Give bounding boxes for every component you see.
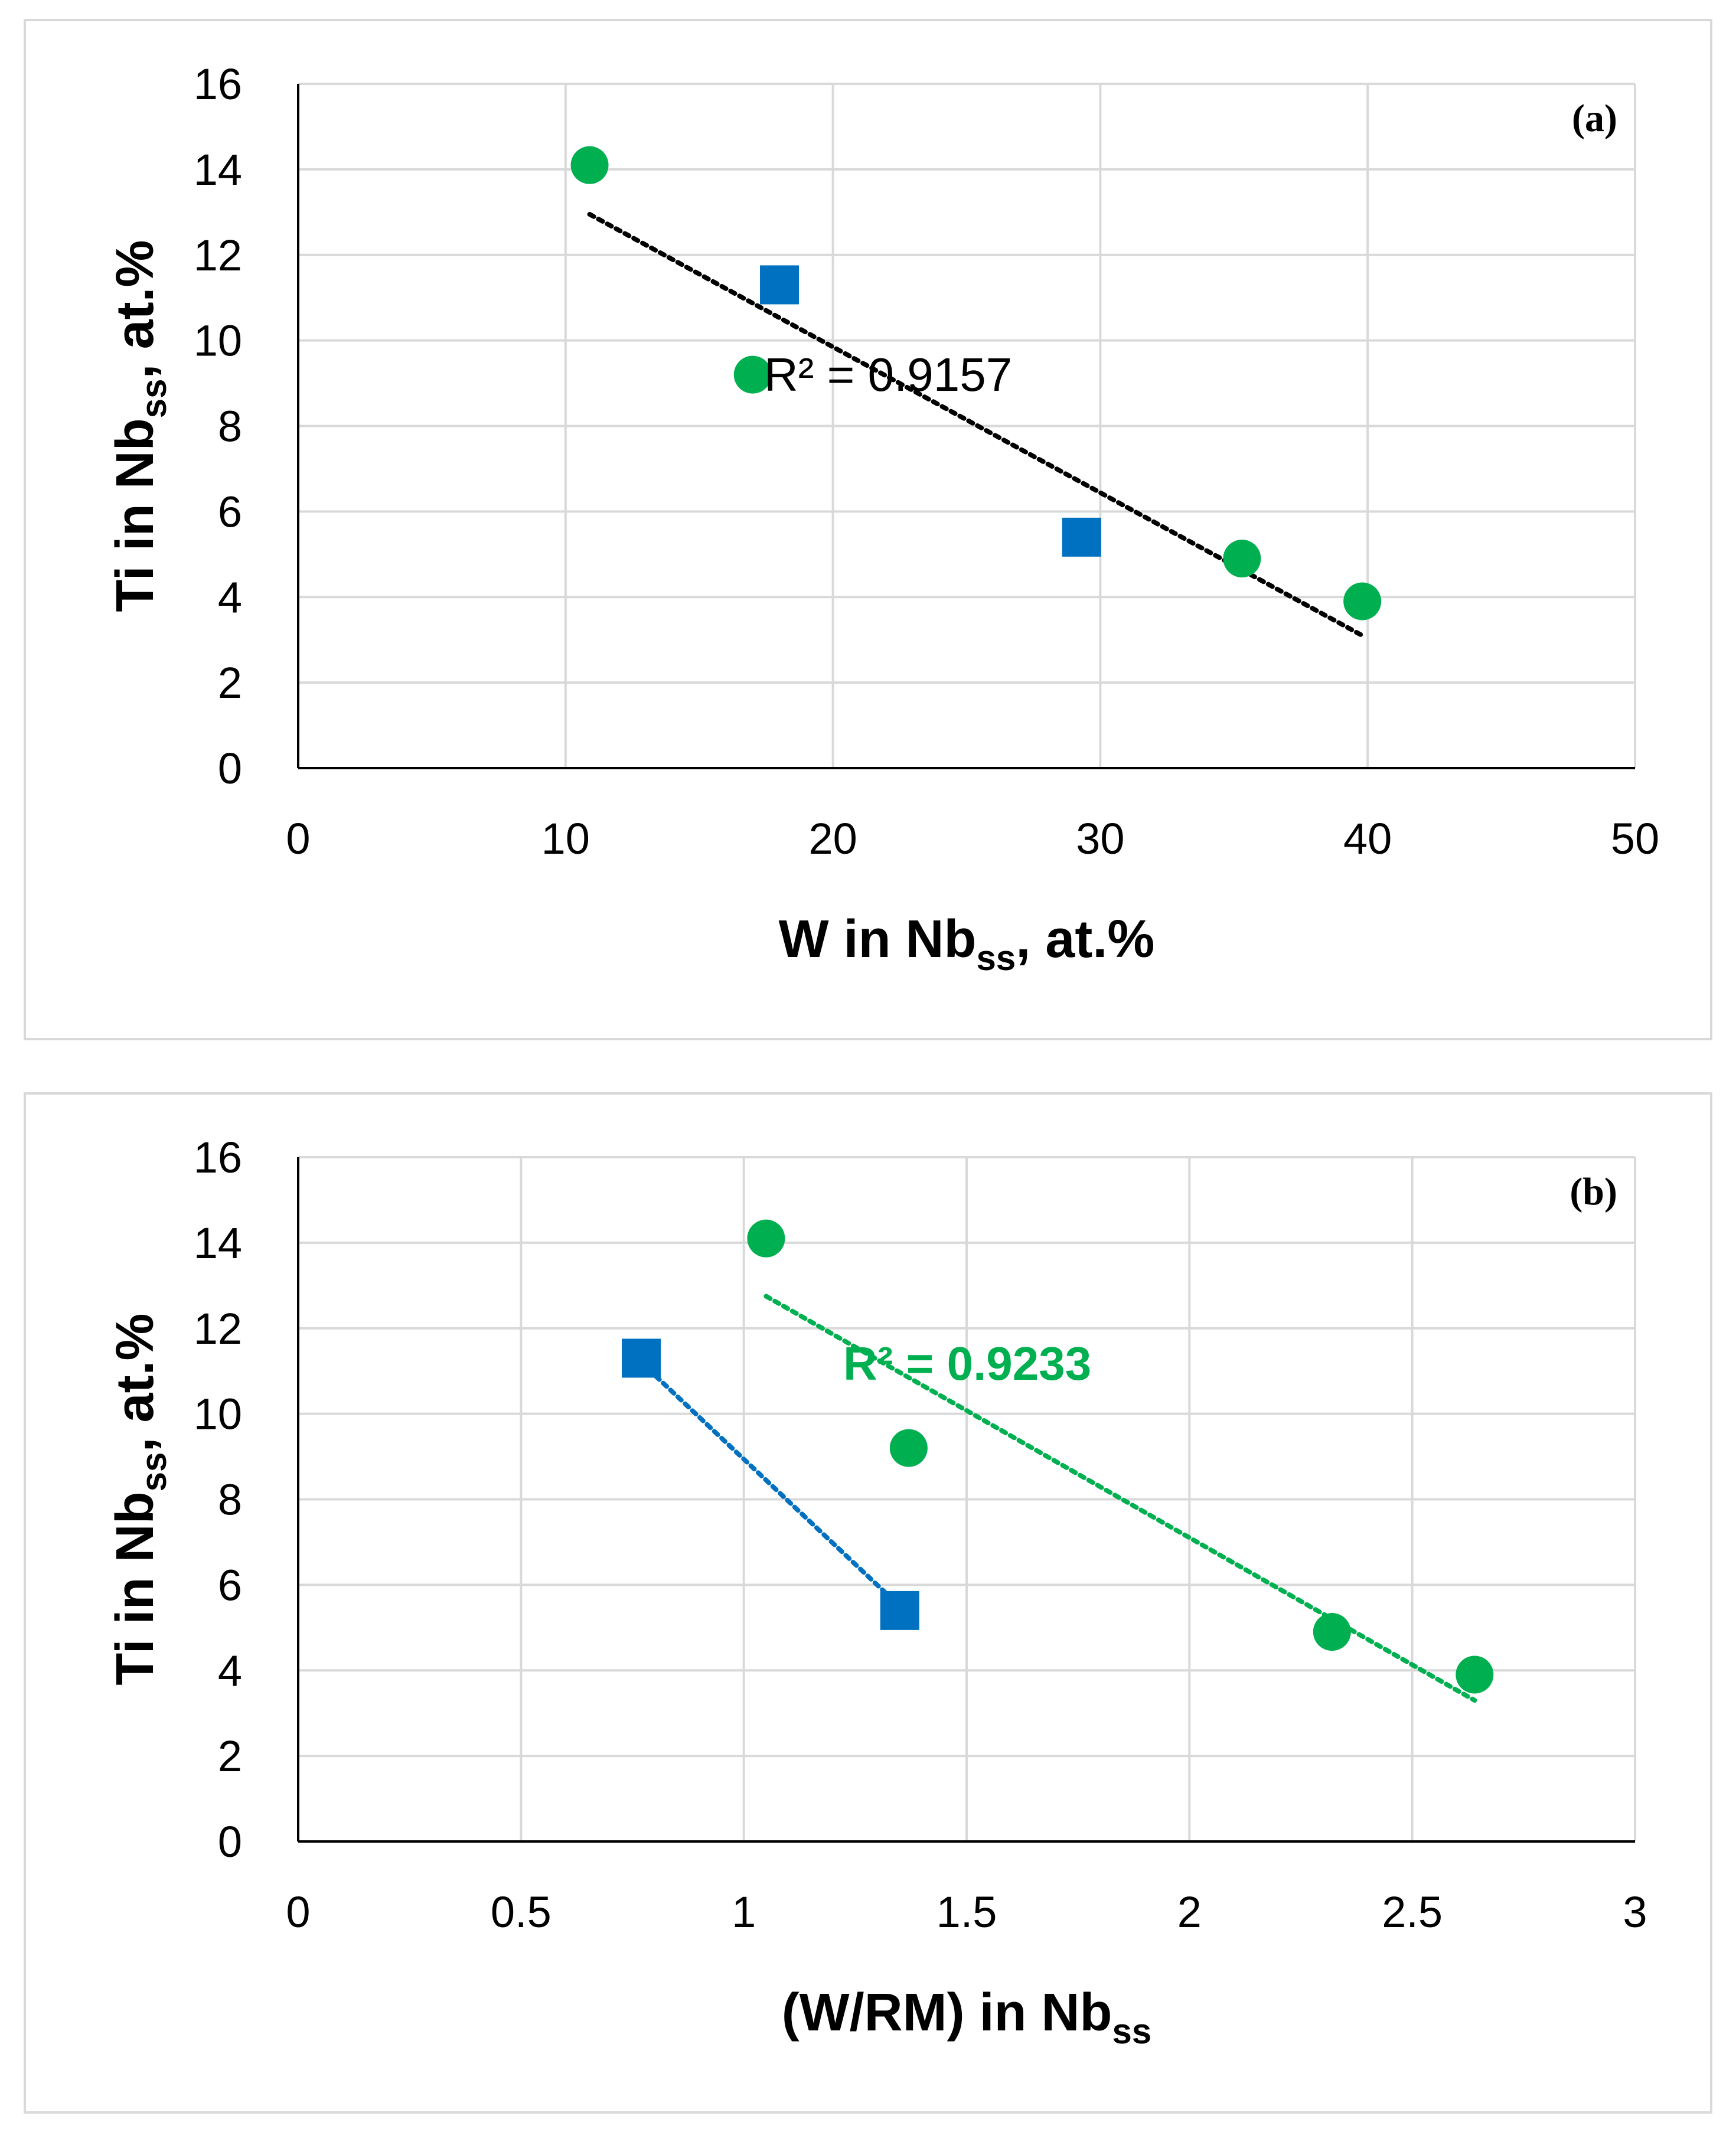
- x-tick-label: 1.5: [936, 1888, 997, 1937]
- y-tick-label: 14: [194, 1219, 242, 1268]
- y-tick-label: 0: [218, 744, 242, 793]
- y-axis-title: Ti in Nbss, at.%: [106, 1313, 174, 1685]
- y-tick-label: 12: [194, 231, 242, 280]
- x-tick-label: 50: [1611, 814, 1659, 863]
- data-point-circle: [733, 355, 772, 394]
- x-tick-label: 30: [1076, 814, 1124, 863]
- data-point-circle: [1456, 1655, 1494, 1694]
- y-axis-title-tail: , at.%: [106, 1313, 165, 1452]
- chart-panel-b: 0 2 4 6 8 10 12 14 16 0 0.5 1 1.5 2 2.5 3 (W/RM) in Nbss…: [24, 1092, 1712, 2114]
- data-point-square: [880, 1591, 919, 1630]
- y-axis-title: Ti in Nbss, at.%: [106, 240, 174, 612]
- trendline: [639, 1360, 902, 1609]
- y-tick-label: 10: [194, 1390, 242, 1439]
- y-tick-label: 6: [218, 487, 242, 536]
- y-axis-title-main: Ti in Nb: [106, 1491, 165, 1685]
- y-tick-label: 2: [218, 1732, 242, 1781]
- y-tick-label: 6: [218, 1560, 242, 1609]
- x-axis-title-subscript: ss: [1112, 2012, 1152, 2051]
- y-tick-label: 16: [194, 1133, 242, 1182]
- x-tick-label: 2: [1177, 1888, 1202, 1937]
- y-tick-label: 2: [218, 658, 242, 707]
- data-point-circle: [889, 1429, 928, 1467]
- y-axis-title-main: Ti in Nb: [106, 418, 165, 612]
- x-axis-title: (W/RM) in Nbss: [782, 1983, 1152, 2051]
- data-point-circle: [1223, 540, 1261, 578]
- y-axis-title-subscript: ss: [134, 379, 174, 419]
- panel-label: (b): [1569, 1170, 1617, 1213]
- x-axis-title-tail: , at.%: [1016, 910, 1154, 969]
- data-point-square: [622, 1338, 661, 1378]
- x-axis-title-main: (W/RM) in Nb: [782, 1983, 1112, 2042]
- x-tick-label: 40: [1343, 814, 1392, 863]
- y-tick-label: 8: [218, 1475, 242, 1524]
- data-point-circle: [1313, 1613, 1351, 1651]
- trendline: [763, 1294, 1477, 1703]
- r-squared-label: R² = 0.9157: [764, 348, 1012, 401]
- data-point-circle: [1343, 582, 1382, 621]
- x-tick-label: 10: [541, 814, 590, 863]
- x-tick-label: 3: [1623, 1888, 1647, 1937]
- x-axis-title-main: W in Nb: [779, 910, 977, 969]
- y-tick-label: 10: [194, 316, 242, 365]
- y-axis-title-subscript: ss: [134, 1452, 174, 1492]
- y-tick-label: 12: [194, 1304, 242, 1353]
- x-tick-label: 0: [286, 1888, 310, 1937]
- y-tick-label: 14: [194, 145, 242, 194]
- chart-panel-a: 0 2 4 6 8 10 12 14 16 0 10 20 30 40 50 W in Nbss, at.% T…: [24, 19, 1712, 1040]
- data-point-circle: [570, 146, 609, 184]
- y-tick-label: 8: [218, 402, 242, 451]
- y-tick-label: 0: [218, 1817, 242, 1866]
- x-tick-label: 2.5: [1382, 1888, 1443, 1937]
- y-axis-title-tail: , at.%: [106, 240, 165, 378]
- data-point-square: [1062, 517, 1101, 557]
- x-tick-label: 0: [286, 814, 310, 863]
- x-axis-title-subscript: ss: [977, 938, 1016, 978]
- panel-label: (a): [1572, 97, 1617, 140]
- data-point-circle: [747, 1219, 785, 1258]
- x-tick-label: 20: [808, 814, 857, 863]
- x-axis-title: W in Nbss, at.%: [779, 910, 1155, 978]
- r-squared-label: R² = 0.9233: [843, 1337, 1091, 1390]
- data-point-square: [760, 265, 800, 305]
- y-tick-label: 4: [218, 573, 242, 622]
- x-tick-label: 0.5: [491, 1888, 552, 1937]
- y-tick-label: 16: [194, 60, 242, 109]
- x-tick-label: 1: [732, 1888, 756, 1937]
- y-tick-label: 4: [218, 1646, 242, 1695]
